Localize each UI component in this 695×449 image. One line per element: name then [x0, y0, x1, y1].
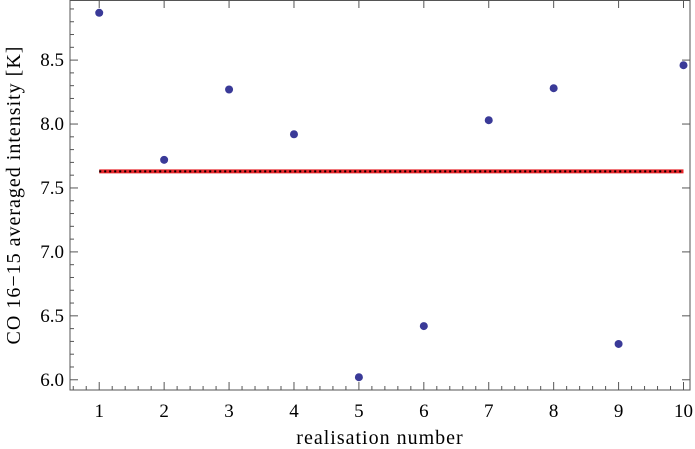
- data-point: [95, 8, 104, 17]
- x-tick-label: 6: [419, 401, 429, 422]
- data-point: [419, 322, 428, 331]
- y-tick-label: 6.0: [40, 370, 64, 391]
- data-point: [354, 373, 363, 382]
- plot-frame-rect: [69, 0, 691, 391]
- data-point: [225, 85, 234, 94]
- data-point: [289, 130, 298, 139]
- data-point: [484, 116, 493, 125]
- axis-ticks: 1 2 3 4 5 6 7 8 9 10 6.0 6.5 7.0 7.5 8.0 8.5: [40, 0, 693, 422]
- data-point: [160, 155, 169, 164]
- y-tick-label: 8.0: [40, 114, 64, 135]
- x-tick-label: 9: [614, 401, 624, 422]
- x-axis-label: realisation number: [296, 427, 463, 449]
- y-tick-label: 8.5: [40, 50, 64, 71]
- y-axis-label: CO 16−15 averaged intensity [K]: [3, 46, 25, 345]
- data-point: [614, 339, 623, 348]
- x-tick-label: 2: [159, 401, 169, 422]
- data-point: [549, 84, 558, 93]
- x-tick-label: 4: [289, 401, 299, 422]
- x-tick-label: 10: [674, 401, 693, 422]
- x-tick-label: 8: [549, 401, 559, 422]
- y-tick-label: 7.5: [40, 178, 64, 199]
- x-tick-label: 5: [354, 401, 364, 422]
- data-points: [95, 8, 688, 382]
- y-tick-label: 6.5: [40, 306, 64, 327]
- y-tick-label: 7.0: [40, 242, 64, 263]
- x-tick-label: 1: [94, 401, 104, 422]
- data-point: [679, 61, 688, 70]
- x-tick-label: 3: [224, 401, 234, 422]
- plot-frame: [69, 0, 691, 391]
- x-tick-label: 7: [484, 401, 494, 422]
